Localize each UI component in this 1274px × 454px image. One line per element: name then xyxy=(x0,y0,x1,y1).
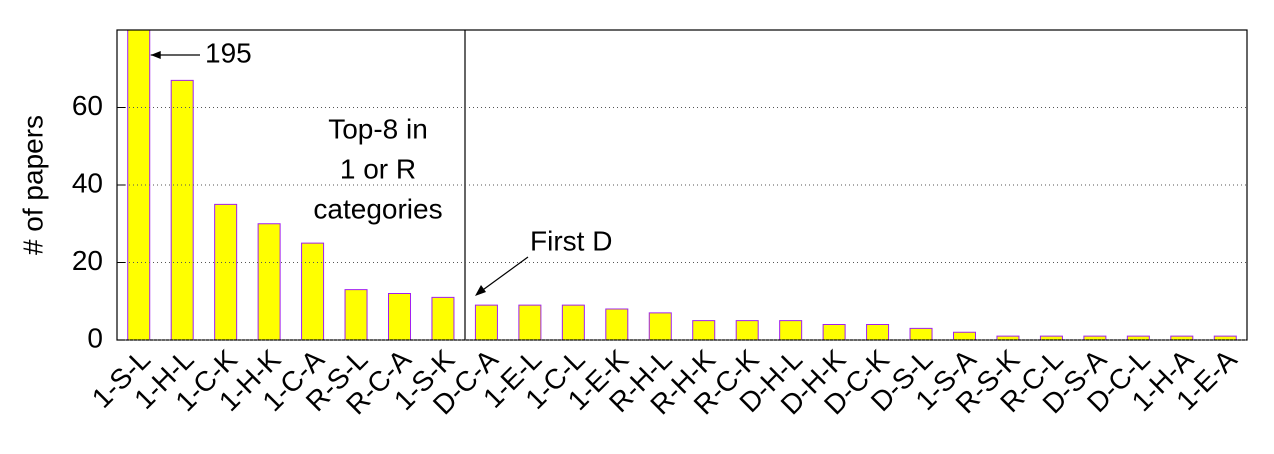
bar xyxy=(605,308,629,340)
bar xyxy=(1126,335,1150,340)
bar xyxy=(127,30,151,340)
bar xyxy=(822,324,846,340)
annotation: First D xyxy=(530,225,612,256)
bar xyxy=(257,223,281,340)
bar xyxy=(909,327,933,340)
y-axis-label: # of papers xyxy=(17,115,48,255)
annotation: Top-8 in xyxy=(328,113,428,144)
bar xyxy=(214,203,238,340)
annotation: categories xyxy=(313,193,442,224)
bar xyxy=(648,312,672,340)
y-tick-label: 0 xyxy=(87,322,103,353)
bar xyxy=(1039,335,1063,340)
bar xyxy=(692,320,716,340)
bar xyxy=(735,320,759,340)
bar xyxy=(474,304,498,340)
y-tick-label: 60 xyxy=(72,90,103,121)
bar xyxy=(561,304,585,340)
arrow-head xyxy=(150,51,161,59)
annotation: 1 or R xyxy=(340,153,416,184)
value-label: 195 xyxy=(205,37,252,68)
bar xyxy=(1213,335,1237,340)
bar xyxy=(301,242,325,340)
bar xyxy=(779,320,803,340)
bar xyxy=(866,324,890,340)
bar xyxy=(170,79,194,340)
annotation-arrow xyxy=(479,256,529,293)
bar xyxy=(953,331,976,340)
arrow-head xyxy=(475,285,486,296)
bar xyxy=(1083,335,1107,340)
y-tick-label: 40 xyxy=(72,167,103,198)
bar xyxy=(518,304,542,340)
bar xyxy=(1170,335,1194,340)
bar xyxy=(344,289,368,340)
plot-area xyxy=(127,30,1237,340)
y-tick-label: 20 xyxy=(72,245,103,276)
bar xyxy=(431,296,455,340)
bar xyxy=(996,335,1020,340)
bar xyxy=(388,293,411,340)
